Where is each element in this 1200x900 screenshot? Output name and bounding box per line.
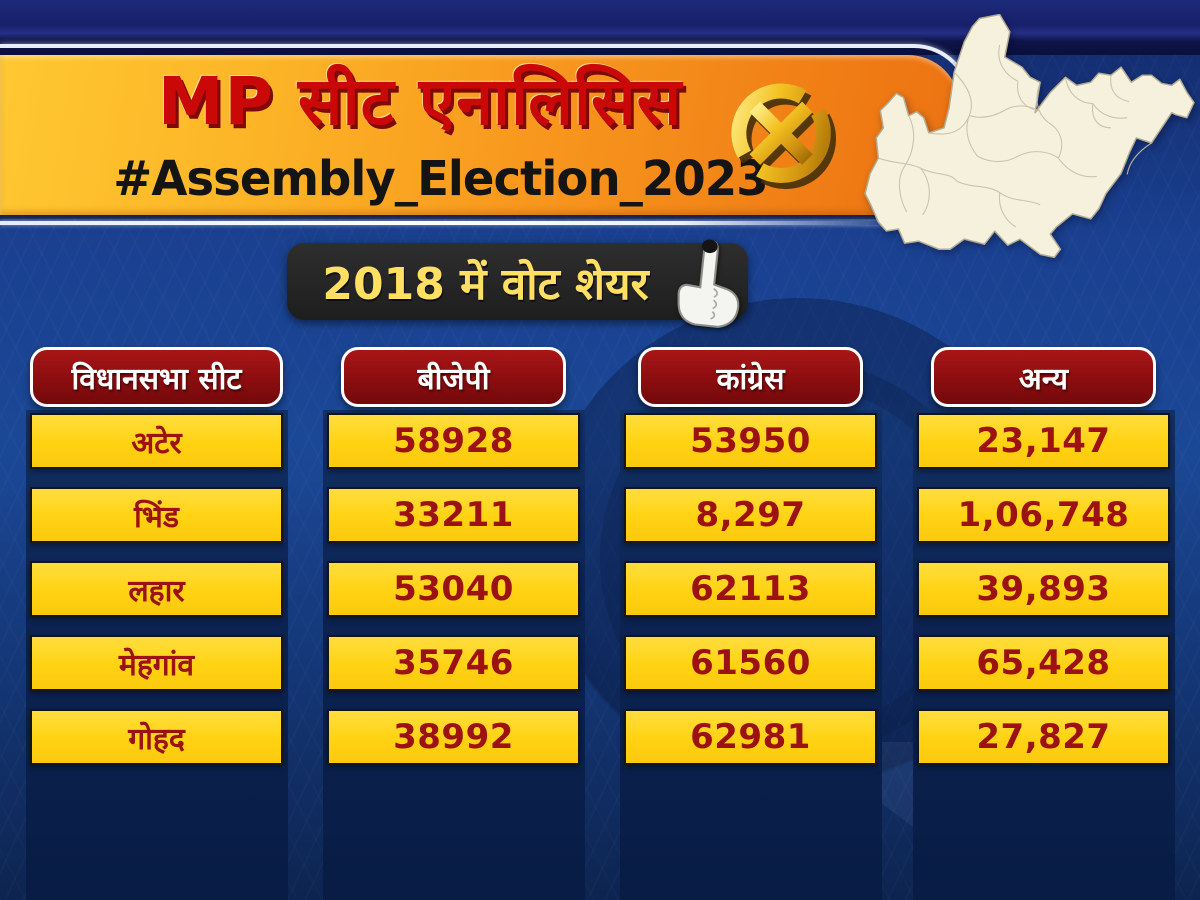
section-title: 2018 में वोट शेयर [322,258,649,310]
silver-bottom-line [0,221,908,225]
section-title-box: 2018 में वोट शेयर [287,239,748,328]
others-cell: 39,893 [917,561,1170,617]
bjp-cell: 53040 [327,561,580,617]
congress-cell: 61560 [624,635,877,691]
others-cell: 1,06,748 [917,487,1170,543]
map-outline [864,13,1195,259]
bjp-cell: 38992 [327,709,580,765]
column-header-bjp: बीजेपी [341,347,566,407]
congress-cell: 62113 [624,561,877,617]
page-title: MP सीट एनालिसिस [157,63,683,140]
others-cell: 65,428 [917,635,1170,691]
madhya-pradesh-map [856,13,1196,270]
bjp-cell: 33211 [327,487,580,543]
seat-cell: अटेर [30,413,283,469]
table-row: मेहगांव 35746 61560 65,428 [0,635,1200,691]
others-cell: 27,827 [917,709,1170,765]
bjp-cell: 35746 [327,635,580,691]
seat-cell: भिंड [30,487,283,543]
congress-cell: 8,297 [624,487,877,543]
congress-cell: 62981 [624,709,877,765]
column-header-others: अन्य [931,347,1156,407]
table-row: गोहद 38992 62981 27,827 [0,709,1200,765]
congress-cell: 53950 [624,413,877,469]
table-row: भिंड 33211 8,297 1,06,748 [0,487,1200,543]
district-borders [878,44,1152,228]
vote-symbol-icon [722,76,844,198]
voter-inked-finger-icon [672,236,746,332]
seat-cell: लहार [30,561,283,617]
table-row: अटेर 58928 53950 23,147 [0,413,1200,469]
seat-cell: गोहद [30,709,283,765]
column-header-seat: विधानसभा सीट [30,347,283,407]
seat-cell: मेहगांव [30,635,283,691]
bjp-cell: 58928 [327,413,580,469]
column-header-congress: कांग्रेस [638,347,863,407]
hashtag-subtitle: #Assembly_Election_2023 [113,151,768,207]
others-cell: 23,147 [917,413,1170,469]
table-row: लहार 53040 62113 39,893 [0,561,1200,617]
